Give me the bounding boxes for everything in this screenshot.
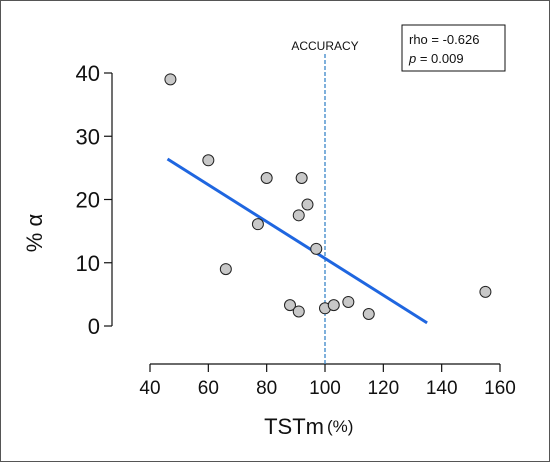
data-point (310, 242, 323, 255)
data-point (219, 263, 232, 276)
data-point (292, 209, 305, 222)
x-tick-label: 40 (139, 378, 160, 399)
x-tick-label: 80 (256, 378, 277, 399)
data-point (284, 299, 296, 312)
x-axis-unit: (%) (327, 417, 353, 436)
stat-annotation-box: rho = -0.626 p = 0.009 (401, 24, 506, 72)
data-point (362, 307, 375, 320)
x-axis-title: TSTm (264, 414, 324, 439)
p-value: = 0.009 (416, 51, 463, 66)
y-tick-label: 20 (76, 188, 100, 213)
data-point (164, 73, 177, 86)
stat-box-border (401, 24, 506, 72)
data-point (342, 295, 355, 308)
y-tick-label: 0 (88, 314, 100, 339)
x-tick-label: 140 (426, 378, 458, 399)
y-tick-label: 40 (76, 61, 100, 86)
axes: 0 10 20 30 40 40 60 80 100 120 140 160 (76, 61, 516, 399)
data-point (301, 198, 314, 211)
x-tick-label: 100 (309, 378, 341, 399)
data-point (479, 285, 492, 298)
x-ticks: 40 60 80 100 120 140 160 (139, 364, 516, 399)
x-tick-label: 60 (198, 378, 219, 399)
p-value-text: p = 0.009 (408, 51, 464, 66)
rho-text: rho = -0.626 (409, 32, 479, 47)
data-point (327, 299, 340, 312)
regression-trend-line (166, 157, 428, 325)
data-point (251, 218, 264, 231)
y-axis-title: % α (22, 214, 47, 253)
data-point (292, 305, 305, 318)
data-point (260, 171, 273, 184)
accuracy-label: ACCURACY (291, 39, 358, 53)
y-tick-label: 30 (76, 124, 100, 149)
x-tick-label: 160 (484, 378, 516, 399)
y-tick-label: 10 (76, 251, 100, 276)
p-symbol: p (408, 51, 416, 66)
y-ticks: 0 10 20 30 40 (76, 61, 112, 339)
x-tick-label: 120 (367, 378, 399, 399)
data-point (202, 154, 215, 167)
data-points (164, 73, 492, 320)
data-point (295, 171, 308, 184)
